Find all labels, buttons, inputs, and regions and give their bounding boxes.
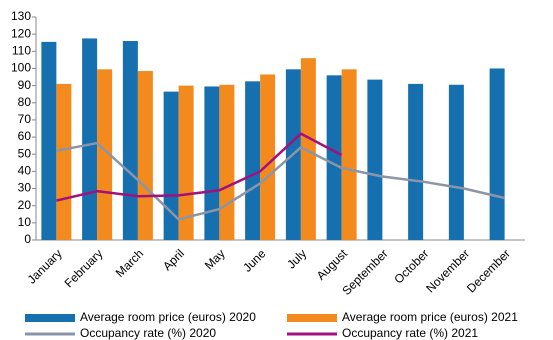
bar [97,69,113,240]
bar [260,74,276,240]
bar [245,81,261,240]
y-tick-label: 120 [11,26,31,40]
y-tick-label: 20 [18,198,32,212]
line [56,141,505,221]
x-tick-label: January [25,246,65,286]
legend-label: Occupancy rate (%) 2021 [342,326,478,340]
legend-label: Average room price (euros) 2020 [80,310,256,324]
legend-swatch [287,314,337,322]
x-tick-label: July [284,246,309,271]
bar [341,69,357,240]
y-tick-label: 90 [18,78,32,92]
bar [41,41,57,240]
y-tick-label: 60 [18,129,32,143]
bar [163,91,179,240]
y-tick-label: 10 [18,215,32,229]
bar [300,58,316,240]
bar [408,83,424,241]
legend-label: Occupancy rate (%) 2020 [80,326,216,340]
bar [204,86,220,240]
bar [448,84,464,240]
x-tick-label: August [314,246,351,283]
bar [137,71,153,241]
y-tick-label: 50 [18,146,32,160]
x-tick-label: March [113,246,146,279]
y-tick-label: 100 [11,61,31,75]
legend-label: Average room price (euros) 2021 [342,310,518,324]
line [56,132,343,202]
x-tick-label: April [160,246,187,273]
x-tick-label: May [202,246,228,272]
bar [178,85,194,240]
bar [82,38,98,240]
bar [367,79,383,240]
bar [219,84,235,240]
bar [326,75,342,240]
y-tick-label: 30 [18,181,32,195]
y-tick-label: 80 [18,95,32,109]
bar [56,83,72,241]
bar [122,41,138,241]
x-tick-label: June [240,246,269,275]
x-tick-label: October [391,246,431,286]
y-tick-label: 40 [18,164,32,178]
legend-swatch [25,314,75,322]
x-tick-label: December [464,246,513,295]
y-tick-label: 110 [12,43,31,57]
bar [489,68,505,240]
x-tick-label: February [62,246,106,290]
y-tick-label: 0 [24,232,31,246]
y-tick-label: 70 [18,112,32,126]
x-tick-label: November [423,246,472,295]
y-tick-label: 130 [11,9,31,23]
